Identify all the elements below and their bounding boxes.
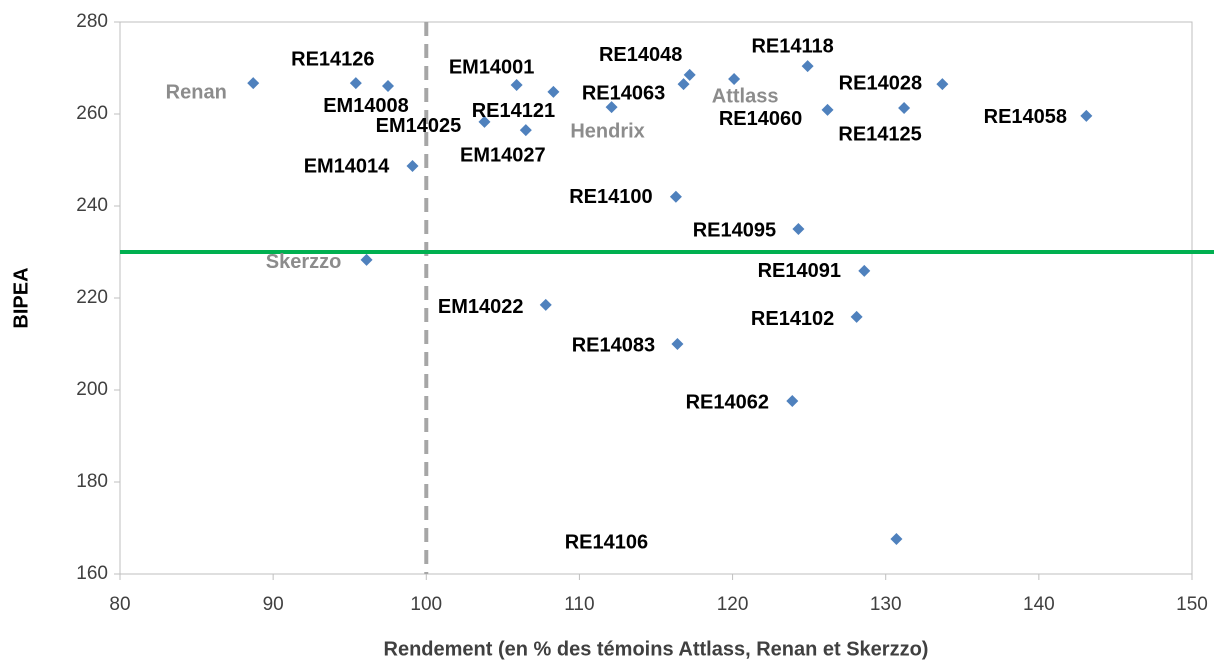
point-label: RE14091 (758, 260, 841, 282)
y-tick-label: 280 (76, 11, 108, 32)
point (349, 77, 362, 90)
point-label: RE14060 (719, 108, 802, 130)
point-label: EM14001 (449, 56, 535, 78)
point (519, 124, 532, 137)
point (671, 338, 684, 350)
point (547, 85, 560, 98)
point-label: EM14014 (304, 155, 390, 177)
plot-frame (119, 21, 1193, 575)
point-label: RE14126 (291, 48, 374, 70)
point-label: Hendrix (570, 120, 644, 142)
y-tick-label: 220 (76, 287, 108, 308)
point (936, 78, 949, 91)
point (406, 159, 419, 172)
x-tick-label: 130 (870, 594, 902, 615)
x-tick-label: 120 (717, 594, 749, 615)
point (1080, 109, 1093, 122)
point (786, 395, 799, 408)
point (669, 190, 682, 203)
point (677, 78, 690, 91)
point (382, 79, 394, 92)
point-label: RE14095 (693, 219, 776, 241)
point (360, 253, 373, 266)
x-tick-label: 110 (564, 594, 594, 615)
x-tick-label: 100 (410, 594, 442, 615)
point-label: EM14027 (460, 144, 546, 166)
y-tick-label: 200 (76, 379, 108, 400)
point (792, 223, 805, 235)
point-label: EM14022 (438, 296, 524, 318)
point (821, 103, 834, 116)
y-tick-label: 180 (76, 471, 108, 492)
point (801, 60, 814, 73)
point (898, 102, 911, 115)
point-label: RE14028 (839, 72, 922, 94)
point (510, 79, 523, 92)
point-label: EM14008 (323, 95, 409, 117)
point (890, 533, 903, 546)
y-axis-label: BIPEA (10, 267, 32, 328)
point (605, 101, 618, 114)
point-label: RE14125 (838, 123, 921, 145)
point-label: RE14063 (582, 82, 665, 104)
point (850, 310, 863, 323)
point-label: RE14118 (751, 35, 833, 57)
point-label: RE14058 (984, 106, 1067, 128)
x-tick-label: 80 (109, 594, 130, 615)
point-label: RE14100 (569, 186, 652, 208)
point (858, 264, 871, 277)
y-tick-label: 240 (76, 195, 108, 216)
point-label: RE14102 (751, 308, 834, 330)
point-label: RE14106 (565, 531, 648, 553)
point-label: RE14121 (472, 100, 555, 122)
point-label: RE14083 (572, 334, 655, 356)
y-tick-label: 160 (76, 563, 108, 584)
point (478, 115, 491, 128)
point-label: Skerzzo (266, 251, 342, 273)
point-label: Attlass (712, 85, 779, 107)
point-label: Renan (166, 81, 227, 103)
x-tick-label: 90 (263, 594, 284, 615)
y-tick-label: 260 (76, 103, 108, 124)
x-tick-label: 150 (1176, 594, 1208, 615)
x-tick-label: 140 (1023, 594, 1055, 615)
point (539, 298, 552, 311)
point-label: RE14048 (599, 44, 682, 66)
point (247, 77, 260, 90)
point (683, 68, 696, 81)
point-label: RE14062 (686, 391, 769, 413)
point-label: EM14025 (376, 115, 462, 137)
point (728, 73, 741, 86)
x-axis-label: Rendement (en % des témoins Attlass, Ren… (384, 638, 929, 660)
